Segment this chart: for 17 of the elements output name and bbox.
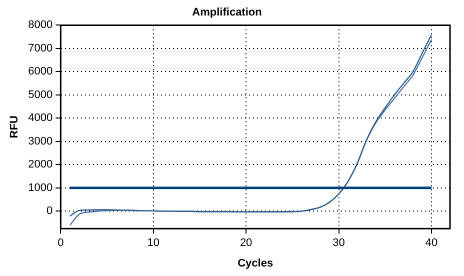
x-axis-title: Cycles — [238, 257, 274, 270]
y-tick-label: 0 — [46, 205, 53, 218]
y-tick-label: 6000 — [28, 66, 53, 78]
y-tick-label: 1000 — [28, 182, 53, 194]
x-tick-label: 30 — [332, 237, 345, 250]
y-tick-label: 3000 — [28, 135, 53, 148]
x-tick-label: 10 — [147, 237, 160, 250]
y-tick-label: 8000 — [28, 19, 53, 32]
y-tick-label: 5000 — [28, 88, 53, 101]
y-tick-label: 7000 — [28, 42, 53, 54]
y-axis-title: RFU — [8, 116, 21, 138]
chart-title: Amplification — [192, 6, 262, 19]
x-tick-label: 0 — [58, 237, 64, 250]
y-tick-label: 2000 — [28, 158, 53, 171]
y-tick-label: 4000 — [28, 112, 53, 124]
x-tick-label: 20 — [240, 237, 252, 250]
x-tick-label: 40 — [425, 237, 438, 250]
